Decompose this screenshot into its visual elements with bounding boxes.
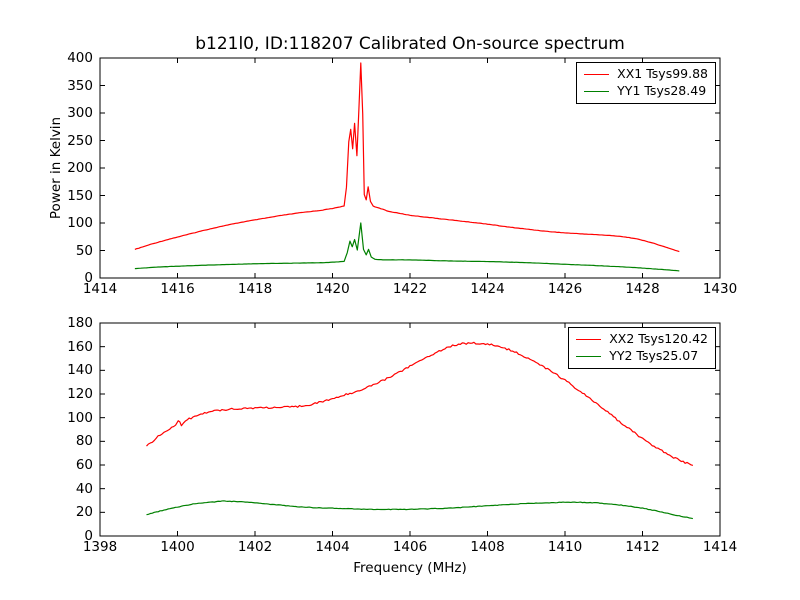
x-tick-label: 1414 — [82, 281, 118, 297]
y-tick-label: 250 — [67, 132, 93, 149]
series-XX1 — [134, 62, 680, 253]
y-tick-label: 60 — [75, 456, 93, 473]
x-tick-label: 1412 — [625, 539, 660, 555]
legend-entry: XX1 Tsys99.88 — [584, 66, 708, 81]
x-tick-label: 1424 — [470, 281, 505, 297]
figure-title: b121l0, ID:118207 Calibrated On-source s… — [195, 34, 625, 54]
x-tick-label: 1404 — [315, 539, 350, 555]
legend-label: XX1 Tsys99.88 — [617, 66, 708, 81]
y-tick-label: 160 — [67, 338, 93, 355]
y-tick-label: 300 — [67, 104, 93, 121]
legend-line-sample — [576, 338, 602, 340]
legend-entry: YY2 Tsys25.07 — [576, 348, 708, 364]
y-tick-label: 80 — [75, 433, 93, 450]
legend-line-sample — [584, 73, 610, 75]
y-tick-label: 350 — [67, 77, 93, 94]
y-tick-label: 180 — [67, 314, 93, 331]
x-tick-label: 1420 — [315, 281, 350, 297]
x-tick-label: 1408 — [470, 539, 505, 555]
legend-label: XX2 Tsys120.42 — [609, 331, 708, 346]
y-tick-label: 100 — [67, 409, 93, 426]
x-tick-label: 1426 — [547, 281, 583, 297]
legend-line-sample — [584, 91, 610, 93]
series-YY1 — [134, 222, 680, 272]
y-tick-label: 120 — [67, 385, 93, 402]
legend-label: YY2 Tsys25.07 — [609, 348, 699, 364]
y-tick-label: 400 — [67, 49, 93, 66]
y-tick-label: 200 — [67, 159, 93, 176]
x-axis-label: Frequency (MHz) — [353, 560, 467, 576]
y-tick-label: 50 — [75, 242, 93, 259]
series-YY2 — [146, 500, 693, 520]
y-tick-label: 140 — [67, 362, 93, 379]
legend-line-sample — [576, 356, 602, 358]
series-XX2 — [146, 341, 694, 466]
legend-entry: XX2 Tsys120.42 — [576, 331, 708, 346]
y-tick-label: 40 — [75, 480, 93, 497]
x-tick-label: 1428 — [625, 281, 660, 297]
legend-label: YY1 Tsys28.49 — [617, 83, 707, 99]
legend: XX1 Tsys99.88 YY1 Tsys28.49 — [576, 62, 716, 104]
y-tick-label: 20 — [75, 504, 93, 521]
x-tick-label: 1410 — [547, 539, 583, 555]
x-tick-label: 1400 — [160, 539, 195, 555]
x-tick-label: 1398 — [82, 539, 118, 555]
x-tick-label: 1406 — [392, 539, 428, 555]
legend-entry: YY1 Tsys28.49 — [584, 83, 708, 99]
y-tick-label: 100 — [67, 214, 93, 231]
y-tick-label: 0 — [84, 527, 93, 544]
x-tick-label: 1414 — [702, 539, 738, 555]
x-tick-label: 1422 — [392, 281, 428, 297]
tick-marks — [99, 322, 721, 537]
tick-marks — [99, 57, 721, 279]
x-tick-label: 1402 — [237, 539, 273, 555]
x-tick-label: 1418 — [237, 281, 273, 297]
y-tick-label: 150 — [67, 187, 93, 204]
legend: XX2 Tsys120.42 YY2 Tsys25.07 — [568, 327, 716, 369]
y-axis-label: Power in Kelvin — [48, 116, 64, 220]
y-tick-label: 0 — [84, 269, 93, 286]
x-tick-label: 1430 — [702, 281, 738, 297]
x-tick-label: 1416 — [160, 281, 195, 297]
